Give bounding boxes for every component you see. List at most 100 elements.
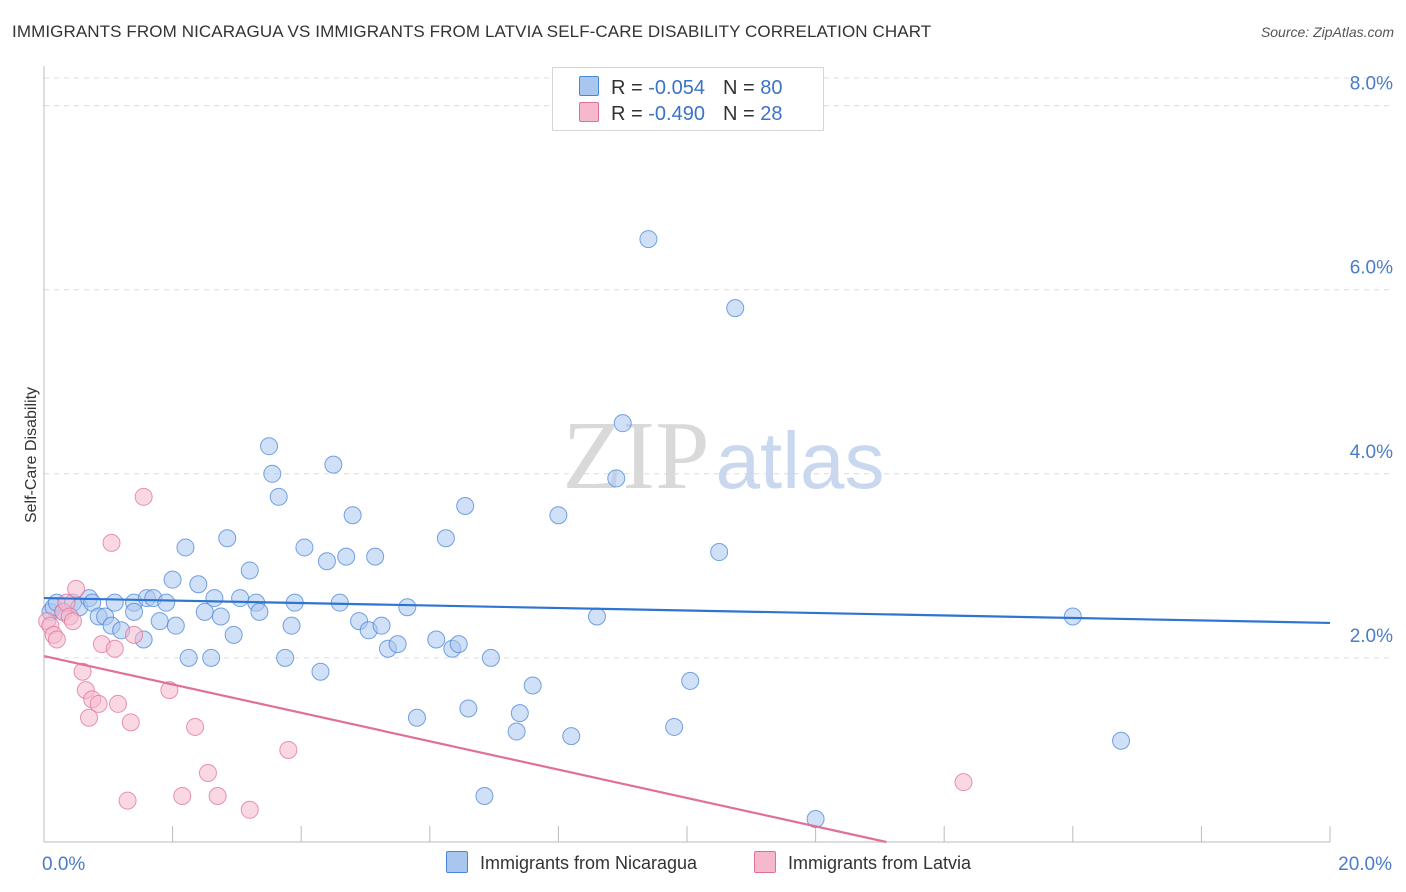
point-nicaragua [639, 230, 658, 249]
stats-legend: R = -0.054 N = 80 R = -0.490 N = 28 [552, 67, 824, 131]
point-nicaragua [218, 529, 237, 548]
point-nicaragua [295, 538, 314, 557]
point-nicaragua [166, 616, 185, 635]
legend-item-nicaragua: Immigrants from Nicaragua [446, 851, 697, 874]
legend-r-value: -0.490 [648, 103, 705, 125]
legend-row-nicaragua: R = -0.054 N = 80 [579, 76, 782, 102]
point-nicaragua [710, 543, 729, 562]
point-nicaragua [388, 635, 407, 654]
point-nicaragua [436, 529, 455, 548]
point-nicaragua [510, 704, 529, 723]
trend-line-latvia [43, 654, 887, 844]
point-nicaragua [398, 598, 417, 617]
point-latvia [89, 694, 108, 713]
point-latvia [279, 740, 298, 759]
point-latvia [160, 681, 179, 700]
legend-label-latvia: Immigrants from Latvia [788, 853, 972, 873]
point-nicaragua [607, 469, 626, 488]
point-nicaragua [481, 648, 500, 667]
series-nicaragua-points [41, 230, 1131, 828]
trend-lines [43, 596, 1331, 844]
trend-line-nicaragua [43, 596, 1331, 625]
legend-r-value: -0.054 [648, 77, 705, 99]
point-nicaragua [372, 616, 391, 635]
point-nicaragua [523, 676, 542, 695]
point-nicaragua [311, 662, 330, 681]
point-nicaragua [179, 648, 198, 667]
point-nicaragua [260, 437, 279, 456]
point-nicaragua [105, 593, 124, 612]
point-nicaragua [343, 506, 362, 525]
source-label: Source: ZipAtlas.com [1260, 24, 1394, 40]
point-latvia [105, 639, 124, 658]
y-tick-label: 8.0% [1350, 74, 1393, 95]
point-nicaragua [337, 547, 356, 566]
point-nicaragua [613, 414, 632, 433]
legend-r-label: R = [611, 103, 643, 125]
legend-swatch-nicaragua [579, 76, 599, 96]
point-nicaragua [665, 717, 684, 736]
point-nicaragua [163, 570, 182, 589]
point-nicaragua [449, 635, 468, 654]
axes [43, 66, 1331, 843]
legend-n-label: N = [722, 77, 755, 99]
point-nicaragua [562, 727, 581, 746]
legend-n-value: 28 [760, 103, 783, 125]
y-tick-label: 4.0% [1350, 442, 1393, 463]
point-latvia [125, 625, 144, 644]
point-nicaragua [157, 593, 176, 612]
tick-labels: 2.0% 4.0% 6.0% 8.0% 0.0% 20.0% [42, 74, 1393, 875]
legend-row-latvia: R = -0.490 N = 28 [579, 102, 782, 128]
point-latvia [102, 533, 121, 552]
point-nicaragua [726, 299, 745, 318]
legend-swatch-latvia [754, 851, 776, 873]
point-nicaragua [176, 538, 195, 557]
point-latvia [118, 791, 137, 810]
point-nicaragua [205, 589, 224, 608]
point-nicaragua [317, 552, 336, 571]
point-nicaragua [427, 630, 446, 649]
watermark-zip: ZIP [563, 402, 710, 510]
series-legend: Immigrants from Nicaragua Immigrants fro… [0, 851, 1406, 877]
legend-item-latvia: Immigrants from Latvia [754, 851, 971, 874]
point-nicaragua [202, 648, 221, 667]
point-latvia [134, 487, 153, 506]
point-nicaragua [587, 607, 606, 626]
point-nicaragua [269, 487, 288, 506]
point-latvia [173, 786, 192, 805]
point-latvia [198, 763, 217, 782]
point-nicaragua [681, 671, 700, 690]
point-nicaragua [189, 575, 208, 594]
point-nicaragua [407, 708, 426, 727]
point-nicaragua [324, 455, 343, 474]
watermark: ZIP atlas [563, 402, 885, 510]
legend-swatch-latvia [579, 102, 599, 122]
legend-label-nicaragua: Immigrants from Nicaragua [480, 853, 698, 873]
y-tick-label: 2.0% [1350, 626, 1393, 647]
point-nicaragua [276, 648, 295, 667]
legend-n-value: 80 [760, 77, 783, 99]
point-latvia [73, 662, 92, 681]
point-nicaragua [125, 602, 144, 621]
point-nicaragua [1112, 731, 1131, 750]
x-tick-label: 0.0% [42, 854, 85, 875]
legend-r-label: R = [611, 77, 643, 99]
point-latvia [186, 717, 205, 736]
point-nicaragua [282, 616, 301, 635]
x-tick-label: 20.0% [1338, 854, 1392, 875]
point-nicaragua [459, 699, 478, 718]
y-tick-label: 6.0% [1350, 258, 1393, 279]
point-latvia [240, 800, 259, 819]
chart-title: IMMIGRANTS FROM NICARAGUA VS IMMIGRANTS … [12, 22, 932, 41]
point-nicaragua [1063, 607, 1082, 626]
point-nicaragua [224, 625, 243, 644]
point-nicaragua [240, 561, 259, 580]
point-latvia [63, 612, 82, 631]
point-nicaragua [475, 786, 494, 805]
point-latvia [954, 773, 973, 792]
point-nicaragua [250, 602, 269, 621]
legend-n-label: N = [722, 103, 755, 125]
point-nicaragua [549, 506, 568, 525]
point-nicaragua [150, 612, 169, 631]
